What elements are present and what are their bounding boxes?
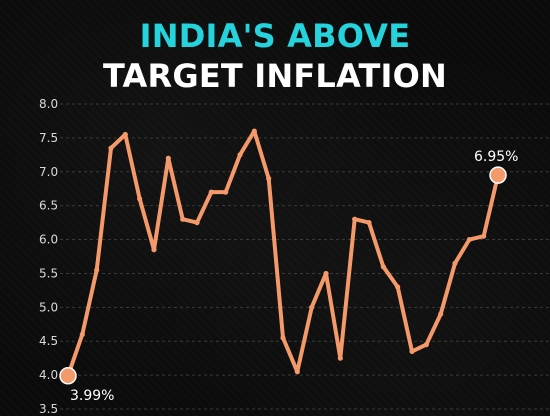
y-tick-label: 5.5 — [39, 266, 58, 280]
data-point — [137, 196, 143, 202]
data-point — [438, 311, 444, 317]
data-point — [194, 220, 200, 226]
data-point — [280, 335, 286, 341]
data-point — [481, 233, 487, 239]
data-point — [395, 284, 401, 290]
data-point — [180, 216, 186, 222]
series-layer — [59, 128, 507, 385]
data-point — [94, 267, 100, 273]
data-point — [223, 189, 229, 195]
data-point — [452, 260, 458, 266]
grid-lines — [60, 103, 550, 410]
data-labels: 3.99% 6.95% — [70, 149, 518, 404]
data-point — [251, 128, 257, 134]
chart-title: INDIA'S ABOVE TARGET INFLATION — [0, 16, 550, 96]
data-point — [294, 369, 300, 375]
data-point — [423, 342, 429, 348]
data-point — [79, 331, 85, 338]
data-point — [122, 131, 128, 138]
endpoint-marker — [59, 367, 77, 385]
data-point — [366, 220, 372, 226]
data-point — [409, 348, 415, 354]
data-point — [151, 247, 157, 253]
data-point — [323, 270, 329, 277]
y-tick-label: 7.5 — [39, 131, 58, 145]
data-point — [266, 175, 272, 182]
data-point — [309, 304, 315, 310]
endpoint-marker — [489, 166, 507, 184]
data-point — [337, 355, 343, 361]
y-tick-label: 6.0 — [39, 233, 58, 247]
y-tick-label: 7.0 — [39, 165, 58, 179]
data-point — [237, 152, 243, 158]
data-point — [165, 155, 171, 161]
y-tick-label: 4.5 — [39, 334, 58, 348]
y-tick-label: 3.5 — [39, 402, 58, 416]
data-point — [108, 145, 114, 151]
title-line-1: INDIA'S ABOVE — [139, 17, 411, 55]
y-tick-label: 8.0 — [39, 97, 58, 111]
data-point — [208, 189, 214, 195]
y-tick-label: 6.5 — [39, 199, 58, 213]
y-axis-ticks: 8.0 7.5 7.0 6.5 6.0 5.5 5.0 4.5 4.0 3.5 — [39, 97, 58, 416]
data-label: 3.99% — [70, 388, 114, 404]
data-label: 6.95% — [474, 149, 518, 165]
y-tick-label: 4.0 — [39, 368, 58, 382]
data-point — [380, 264, 386, 270]
y-tick-label: 5.0 — [39, 300, 58, 314]
title-line-2: TARGET INFLATION — [103, 57, 447, 95]
data-point — [352, 216, 358, 222]
data-point — [466, 236, 472, 243]
